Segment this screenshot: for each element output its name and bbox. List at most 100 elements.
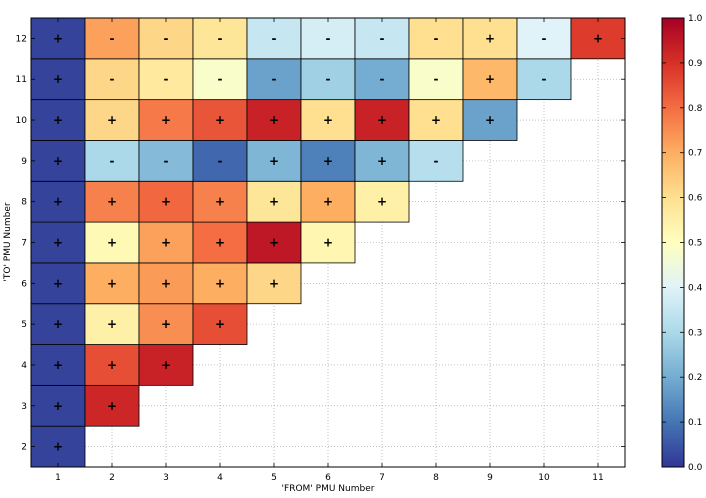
- heatmap-cell: [138, 221, 194, 264]
- heatmap-cell: [354, 180, 410, 223]
- cell-sign-label: +: [269, 236, 279, 250]
- x-axis-ticks: 1 2 3 4 5 6 7 8 9 10 11: [55, 18, 604, 483]
- heatmap-cell: [570, 17, 626, 60]
- cell-sign-label: +: [53, 276, 63, 290]
- heatmap-cell: [138, 180, 194, 223]
- cell-sign-label: +: [269, 195, 279, 209]
- cell-sign-label: +: [377, 113, 387, 127]
- heatmap-cell: [138, 17, 194, 60]
- y-tick-label: 10: [16, 116, 28, 126]
- cell-sign-label: +: [53, 31, 63, 45]
- cell-sign-label: -: [272, 31, 277, 45]
- cell-sign-label: -: [542, 31, 547, 45]
- heatmap-cell: [300, 140, 356, 182]
- cell-sign-label: -: [110, 31, 115, 45]
- heatmap-cell: [246, 221, 302, 264]
- heatmap-cell: [30, 425, 86, 468]
- heatmap-cell: [138, 140, 194, 182]
- cell-sign-label: +: [53, 358, 63, 372]
- heatmap-cell: [408, 58, 464, 101]
- heatmap-cell: [84, 180, 140, 223]
- x-tick-label: 5: [271, 473, 277, 483]
- heatmap-cell: [246, 180, 302, 223]
- cell-sign-label: -: [218, 31, 223, 45]
- y-tick-label: 11: [16, 75, 27, 85]
- heatmap-cell: [84, 262, 140, 305]
- heatmap-cell: [192, 140, 248, 182]
- cell-sign-label: +: [161, 236, 171, 250]
- colorbar-tick-label: 0.2: [688, 373, 702, 383]
- heatmap-cell: [192, 17, 248, 60]
- heatmap-cell: [408, 99, 464, 141]
- cell-sign-label: +: [485, 31, 495, 45]
- cell-sign-label: -: [434, 31, 439, 45]
- cell-sign-label: +: [53, 72, 63, 86]
- heatmap-cell: [30, 17, 86, 60]
- y-axis-label: 'TO' PMU Number: [3, 202, 13, 281]
- colorbar-tick-label: 0.4: [688, 283, 703, 293]
- cell-sign-label: +: [431, 113, 441, 127]
- cell-sign-label: -: [164, 31, 169, 45]
- x-axis-label: 'FROM' PMU Number: [282, 484, 375, 494]
- y-axis-ticks: 2 3 4 5 6 7 8 9 10 11 12: [16, 34, 625, 453]
- x-tick-label: 10: [538, 473, 550, 483]
- x-tick-label: 3: [163, 473, 169, 483]
- cell-sign-label: +: [485, 113, 495, 127]
- y-tick-label: 12: [16, 34, 27, 44]
- heatmap-cell: [84, 384, 140, 427]
- cell-sign-label: -: [110, 72, 115, 86]
- cell-sign-label: +: [215, 236, 225, 250]
- heatmap-cell: [192, 262, 248, 305]
- heatmap-cell: [84, 140, 140, 182]
- heatmap-cell: [138, 262, 194, 305]
- cell-sign-label: +: [215, 195, 225, 209]
- x-tick-label: 4: [217, 473, 223, 483]
- cell-sign-label: +: [53, 113, 63, 127]
- x-tick-label: 11: [592, 473, 603, 483]
- heatmap-cell: [30, 344, 86, 386]
- heatmap-cell: [138, 344, 194, 386]
- cell-sign-label: -: [380, 31, 385, 45]
- heatmap-cell: [138, 58, 194, 101]
- heatmap-cell: [192, 221, 248, 264]
- cell-sign-label: +: [53, 440, 63, 454]
- cell-sign-label: +: [53, 154, 63, 168]
- heatmap-cell: [408, 140, 464, 182]
- cell-sign-label: +: [161, 113, 171, 127]
- heatmap-cells: + + + + + + + + + + + + + + + + + + + + + + + + + + + + + - - - + + + - + + + +…: [30, 17, 626, 468]
- colorbar-tick-label: 1.0: [688, 14, 703, 24]
- cell-sign-label: -: [380, 72, 385, 86]
- cell-sign-label: -: [110, 154, 115, 168]
- colorbar-tick-label: 0.3: [688, 328, 702, 338]
- cell-sign-label: +: [107, 317, 117, 331]
- heatmap-cell: [462, 99, 518, 141]
- heatmap-cell: [30, 180, 86, 223]
- colorbar-ticks: 0.0 0.1 0.2 0.3 0.4 0.5 0.6 0.7 0.8 0.9 1.0: [662, 14, 703, 473]
- y-tick-label: 9: [21, 157, 27, 167]
- y-tick-label: 4: [21, 361, 27, 371]
- x-tick-label: 8: [433, 473, 439, 483]
- y-tick-label: 7: [21, 239, 27, 249]
- x-tick-label: 7: [379, 473, 385, 483]
- heatmap-cell: [462, 58, 518, 101]
- cell-sign-label: +: [485, 72, 495, 86]
- x-tick-label: 6: [325, 473, 331, 483]
- cell-sign-label: +: [53, 236, 63, 250]
- x-tick-label: 1: [55, 473, 61, 483]
- cell-sign-label: +: [215, 276, 225, 290]
- cell-sign-label: -: [164, 154, 169, 168]
- cell-sign-label: +: [215, 113, 225, 127]
- cell-sign-label: +: [107, 195, 117, 209]
- cell-sign-label: -: [218, 72, 223, 86]
- cell-sign-label: +: [323, 195, 333, 209]
- colorbar-tick-label: 0.5: [688, 239, 702, 249]
- heatmap-cell: [192, 303, 248, 345]
- cell-sign-label: -: [434, 154, 439, 168]
- heatmap-cell: [300, 180, 356, 223]
- cell-sign-label: +: [593, 31, 603, 45]
- heatmap-cell: [246, 262, 302, 305]
- cell-sign-label: +: [377, 154, 387, 168]
- colorbar-tick-label: 0.7: [688, 149, 702, 159]
- heatmap-cell: [516, 17, 572, 60]
- heatmap-cell: [138, 303, 194, 345]
